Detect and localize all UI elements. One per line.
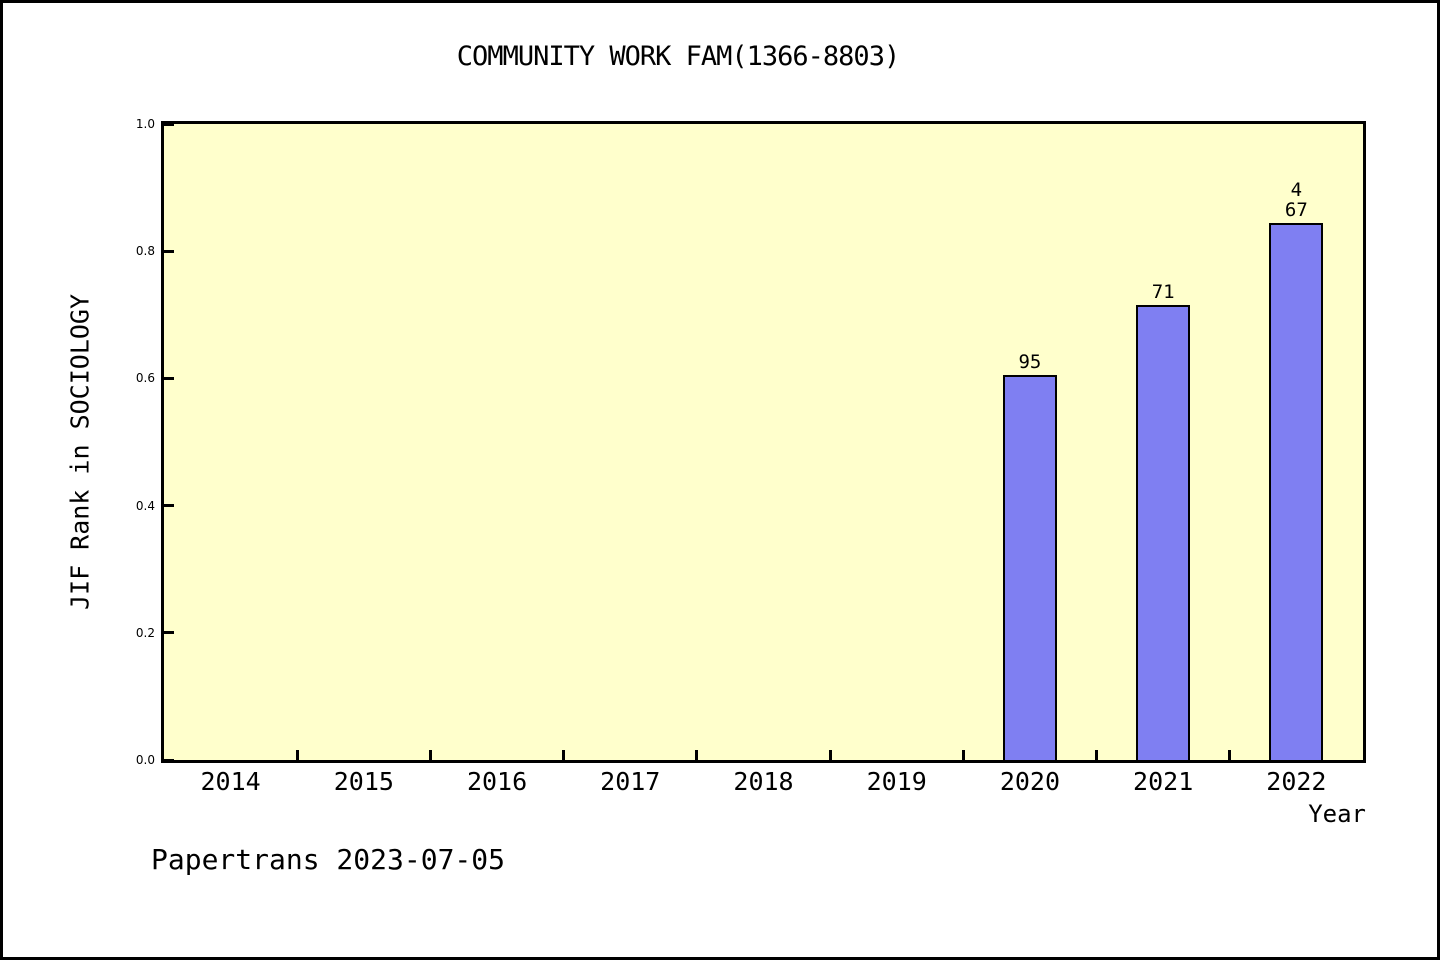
x-tick: [428, 750, 432, 760]
x-axis-label: Year: [1308, 800, 1366, 828]
y-tick-label: 0.4: [135, 498, 155, 513]
x-tick: [695, 750, 699, 760]
x-tick-label: 2016: [466, 767, 528, 796]
y-tick-label: 1.0: [135, 117, 155, 131]
y-tick-label: 0.0: [135, 753, 155, 767]
x-tick: [828, 750, 832, 760]
x-tick: [295, 750, 299, 760]
x-tick-label: 2021: [1133, 767, 1194, 796]
x-tick-label: 2018: [733, 767, 794, 796]
x-tick: [562, 750, 566, 760]
x-tick-label: 2015: [333, 767, 394, 796]
x-tick-label: 2019: [866, 767, 927, 796]
footer-watermark: Papertrans 2023-07-05: [151, 843, 506, 876]
y-tick: [164, 758, 174, 762]
y-tick-label: 0.8: [135, 244, 155, 259]
plot-area: 95 71 4 67: [161, 121, 1366, 763]
y-tick: [164, 376, 174, 380]
x-tick: [1095, 750, 1099, 760]
bar-value-line: 95: [1018, 351, 1042, 374]
x-tick: [1228, 750, 1232, 760]
bar-value-label: 4 67: [1236, 180, 1356, 220]
x-tick-label: 2020: [999, 767, 1061, 796]
x-tick-label: 2017: [600, 767, 661, 796]
x-tick-label: 2022: [1266, 767, 1327, 796]
bar-value-line: 71: [1151, 281, 1175, 304]
bar-value-line: 4: [1290, 178, 1303, 201]
chart-title: COMMUNITY WORK FAM(1366-8803): [456, 41, 900, 72]
bar: [1269, 222, 1324, 760]
x-tick: [961, 750, 965, 760]
y-tick: [164, 249, 174, 253]
x-tick-label: 2014: [200, 767, 261, 796]
y-tick-label: 0.2: [135, 625, 155, 640]
y-tick: [164, 631, 174, 635]
bar-value-label: 71: [1103, 282, 1223, 302]
y-tick-label: 0.6: [135, 371, 155, 386]
y-tick: [164, 504, 174, 508]
bar-value-line: 67: [1284, 198, 1308, 221]
y-axis-label: JIF Rank in SOCIOLOGY: [65, 293, 95, 611]
y-tick: [164, 122, 174, 126]
bar-value-label: 95: [970, 352, 1090, 372]
bar: [1002, 375, 1057, 760]
bar: [1136, 305, 1191, 760]
